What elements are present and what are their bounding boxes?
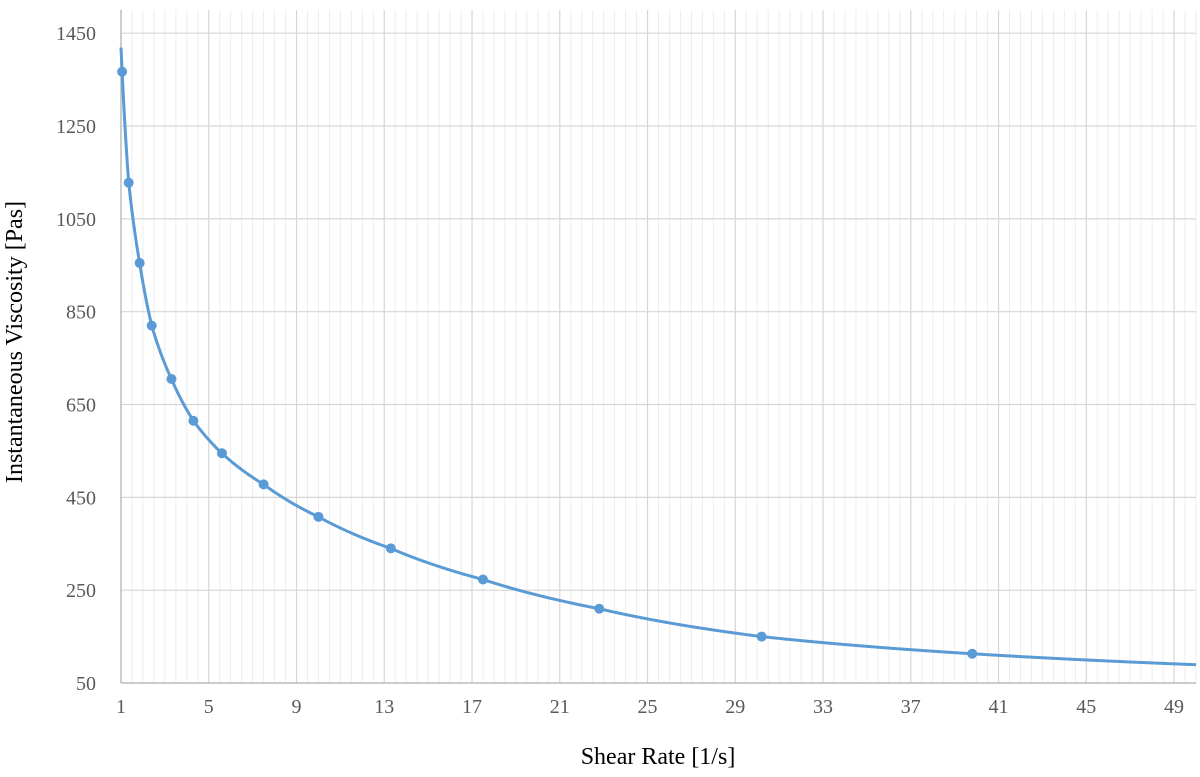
- data-point: [594, 603, 605, 614]
- y-tick-label: 1050: [56, 209, 96, 231]
- y-tick-label: 1450: [56, 23, 96, 45]
- y-tick-label: 650: [66, 395, 96, 417]
- data-point: [117, 66, 128, 77]
- data-point: [477, 574, 488, 585]
- x-tick-label: 49: [1164, 696, 1184, 718]
- series-line: [119, 47, 1197, 667]
- data-point: [166, 373, 177, 384]
- x-tick-label: 33: [813, 696, 833, 718]
- data-point: [216, 448, 227, 459]
- data-point: [258, 479, 269, 490]
- y-tick-label: 50: [76, 673, 96, 695]
- data-point: [313, 511, 324, 522]
- data-point: [385, 543, 396, 554]
- x-tick-label: 25: [638, 696, 658, 718]
- x-tick-label: 13: [374, 696, 394, 718]
- y-tick-label: 450: [66, 487, 96, 509]
- y-axis-title: Instantaneous Viscosity [Pas]: [2, 201, 28, 483]
- x-tick-label: 37: [901, 696, 921, 718]
- data-point: [134, 257, 145, 268]
- axes: [120, 10, 1196, 684]
- data-points: [117, 66, 978, 659]
- data-point: [756, 631, 767, 642]
- gridlines: [120, 10, 1197, 684]
- data-point: [188, 415, 199, 426]
- x-tick-label: 29: [725, 696, 745, 718]
- x-tick-label: 17: [462, 696, 482, 718]
- x-tick-label: 9: [292, 696, 302, 718]
- data-point: [967, 648, 978, 659]
- x-tick-label: 41: [989, 696, 1009, 718]
- x-tick-label: 1: [116, 696, 126, 718]
- data-point: [123, 177, 134, 188]
- y-tick-label: 250: [66, 580, 96, 602]
- data-point: [146, 320, 157, 331]
- x-tick-label: 5: [204, 696, 214, 718]
- y-tick-label: 850: [66, 302, 96, 324]
- x-tick-label: 21: [550, 696, 570, 718]
- x-tick-label: 45: [1076, 696, 1096, 718]
- tick-labels: 1 5 9 13 17 21 25 29 33 37 41 45 49 50 250 450 650 850 105…: [56, 23, 1184, 718]
- y-tick-label: 1250: [56, 116, 96, 138]
- x-axis-title: Shear Rate [1/s]: [581, 744, 736, 770]
